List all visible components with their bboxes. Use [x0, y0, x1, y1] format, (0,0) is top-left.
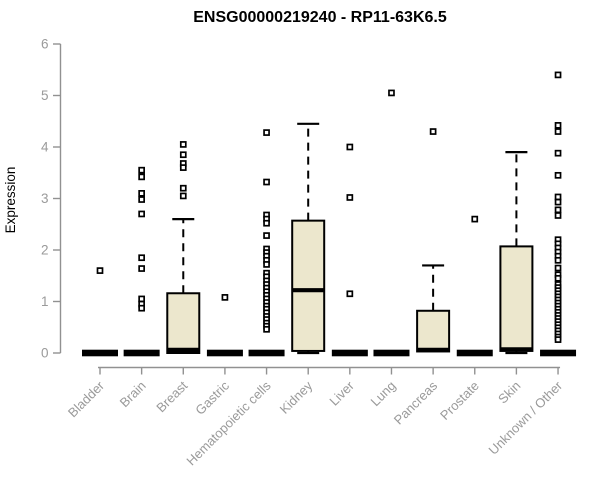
outlier-point — [263, 325, 270, 333]
collapsed-median-bar — [82, 349, 118, 357]
iqr-box — [416, 309, 451, 353]
outlier-point — [388, 89, 395, 97]
collapsed-median-bar — [123, 349, 160, 357]
chart-title: ENSG00000219240 - RP11-63K6.5 — [193, 9, 447, 26]
iqr-box — [166, 292, 201, 355]
outlier-point — [554, 71, 562, 79]
x-tick-label: Kidney — [277, 378, 316, 417]
outlier-point — [138, 166, 145, 174]
outlier-point — [554, 171, 562, 179]
outlier-point — [554, 264, 562, 272]
outlier-point — [554, 149, 562, 157]
boxplot-pancreas — [416, 128, 451, 353]
outlier-point — [471, 215, 479, 223]
y-tick-label: 2 — [41, 243, 49, 258]
outlier-point — [554, 122, 562, 129]
outlier-point — [179, 141, 187, 148]
x-tick-label: Pancreas — [391, 378, 441, 428]
iqr-box — [291, 219, 326, 352]
outlier-point — [138, 173, 145, 181]
x-tick-label: Unknown / Other — [486, 378, 566, 458]
outlier-point — [138, 265, 145, 272]
outlier-point — [138, 210, 145, 218]
boxplot-hematopoietic-cells — [248, 129, 285, 357]
x-tick-label: Prostate — [437, 378, 482, 423]
iqr-box — [499, 245, 534, 352]
outlier-point — [554, 212, 562, 219]
outlier-point — [263, 232, 270, 239]
y-tick-label: 3 — [41, 191, 49, 206]
outlier-point — [346, 143, 354, 151]
outlier-point — [138, 254, 145, 262]
y-tick-label: 1 — [41, 294, 49, 309]
outlier-point — [346, 194, 354, 201]
boxplot-liver — [331, 143, 368, 357]
boxplot-lung — [373, 89, 410, 357]
x-tick-label: Liver — [326, 378, 357, 409]
outlier-point — [179, 151, 187, 159]
outlier-point — [554, 193, 562, 201]
outlier-point — [429, 128, 437, 135]
outlier-point — [263, 129, 270, 136]
outlier-point — [263, 178, 270, 186]
outlier-point — [96, 267, 104, 274]
collapsed-median-bar — [456, 349, 493, 357]
boxplot-unknown-other — [540, 71, 577, 357]
outlier-point — [554, 336, 562, 343]
collapsed-median-bar — [373, 349, 410, 357]
outlier-point — [179, 192, 187, 200]
outlier-point — [554, 198, 562, 206]
x-tick-label: Brain — [117, 378, 149, 410]
outlier-point — [346, 290, 354, 298]
outlier-point — [554, 128, 562, 135]
x-tick-label: Gastric — [192, 378, 232, 418]
outlier-point — [554, 274, 562, 282]
boxplot-kidney — [291, 122, 326, 355]
boxplot-brain — [123, 166, 160, 357]
y-axis-label: Expression — [3, 167, 18, 234]
y-tick-label: 4 — [41, 140, 49, 155]
box-series — [82, 71, 577, 357]
outlier-point — [554, 256, 562, 264]
x-tick-label: Bladder — [65, 378, 108, 421]
outlier-point — [179, 164, 187, 171]
x-tick-label: Breast — [153, 378, 190, 415]
outlier-point — [179, 184, 187, 192]
outlier-point — [138, 304, 145, 312]
outlier-point — [554, 206, 562, 214]
y-tick-label: 6 — [41, 37, 49, 52]
outlier-point — [221, 294, 229, 301]
outlier-point — [138, 295, 145, 303]
collapsed-median-bar — [540, 349, 577, 357]
outlier-point — [263, 261, 270, 268]
outlier-point — [138, 190, 145, 197]
boxplot-prostate — [456, 215, 493, 357]
boxplot-skin — [499, 151, 534, 355]
x-tick-label: Lung — [368, 378, 399, 409]
collapsed-median-bar — [206, 349, 243, 357]
outlier-point — [138, 196, 145, 203]
boxplot-bladder — [82, 267, 118, 357]
outlier-point — [263, 219, 270, 227]
collapsed-median-bar — [248, 349, 285, 357]
x-tick-label: Skin — [495, 378, 523, 406]
collapsed-median-bar — [331, 349, 368, 357]
y-tick-label: 0 — [41, 346, 49, 361]
boxplot-gastric — [206, 294, 243, 357]
y-tick-label: 5 — [41, 88, 49, 103]
boxplot-breast — [166, 141, 201, 355]
